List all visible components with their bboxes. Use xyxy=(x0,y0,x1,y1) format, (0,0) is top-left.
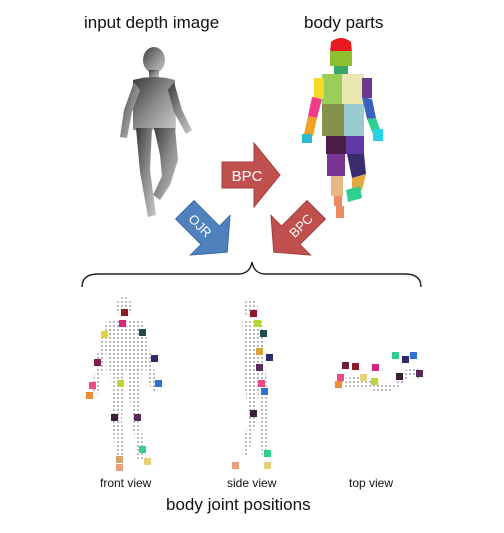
hand-right-part xyxy=(373,129,383,141)
joint-foot-back xyxy=(232,462,239,469)
top-view-cloud xyxy=(335,352,424,392)
input-depth-title: input depth image xyxy=(84,13,220,32)
joint-ankle-right xyxy=(139,446,146,453)
joint-hip xyxy=(117,380,124,387)
torso-left-part xyxy=(322,104,344,136)
shoulder-left-part xyxy=(314,78,324,98)
joint-knee-right xyxy=(134,414,141,421)
side-view-label: side view xyxy=(227,476,277,490)
joint-mid-b xyxy=(371,378,378,385)
joint-foot-front xyxy=(264,462,271,469)
curly-brace xyxy=(81,261,422,288)
depth-silhouette xyxy=(120,47,192,217)
thigh-right-part xyxy=(347,154,366,178)
joint-right-b xyxy=(402,356,409,363)
joint-wrist-left xyxy=(89,382,96,389)
chest-right-part xyxy=(342,74,364,104)
neck-part xyxy=(334,66,348,74)
joint-shoulder-right xyxy=(139,329,146,336)
top-view-label: top view xyxy=(349,476,394,490)
joint-foot-right xyxy=(144,458,151,465)
joint-shoulder xyxy=(260,330,267,337)
front-view-cloud xyxy=(86,297,162,471)
shin-left-part xyxy=(331,176,343,196)
side-view-cloud xyxy=(232,298,273,469)
hip-left-part xyxy=(326,136,346,154)
joint-shoulder-left xyxy=(101,331,108,338)
head-part xyxy=(330,51,352,66)
joint-right-e xyxy=(416,370,423,377)
joint-hand xyxy=(258,380,265,387)
upper-arm-right-part xyxy=(362,97,376,119)
joint-left-a xyxy=(342,362,349,369)
joint-knee xyxy=(250,410,257,417)
joint-neck xyxy=(254,320,261,327)
joint-left-b xyxy=(352,363,359,370)
foot-right-part xyxy=(346,186,362,202)
torso-right-part xyxy=(344,104,364,136)
body-parts-figure xyxy=(302,38,383,218)
joint-left-d xyxy=(337,374,344,381)
ankle-left-part xyxy=(334,196,342,206)
joint-head xyxy=(121,309,128,316)
joint-hand-tip xyxy=(261,388,268,395)
forearm-left-part xyxy=(304,116,317,136)
body-parts-title: body parts xyxy=(304,13,384,32)
joint-hand-left xyxy=(86,392,93,399)
head-top-part xyxy=(330,38,352,52)
joint-wrist-right xyxy=(155,380,162,387)
joint-right-a xyxy=(392,352,399,359)
joint-left-e xyxy=(335,381,342,388)
joint-elbow-left xyxy=(94,359,101,366)
joint-head xyxy=(250,310,257,317)
thigh-left-part xyxy=(327,154,345,176)
joint-elbow-right xyxy=(151,355,158,362)
joint-wrist xyxy=(266,354,273,361)
joint-knee-left xyxy=(111,414,118,421)
hand-left-part xyxy=(302,134,312,143)
upper-arm-left-part xyxy=(308,97,322,118)
joint-mid-a xyxy=(360,374,367,381)
bpc-arrow-left: BPC xyxy=(270,199,327,256)
joint-ankle xyxy=(264,450,271,457)
foot-left-part xyxy=(336,206,344,218)
bpc-arrow-right: BPC xyxy=(221,141,281,209)
joint-elbow xyxy=(256,348,263,355)
joint-right-d xyxy=(396,373,403,380)
hip-right-part xyxy=(346,136,364,154)
joint-right-c xyxy=(410,352,417,359)
bpc-arrow-right-label: BPC xyxy=(232,168,263,185)
shoulder-right-part xyxy=(362,78,372,98)
chest-left-part xyxy=(322,74,342,104)
joint-left-c xyxy=(372,364,379,371)
joint-hip xyxy=(256,364,263,371)
body-joint-positions-title: body joint positions xyxy=(166,495,311,514)
ojr-arrow: OJR xyxy=(174,199,231,256)
joint-foot-left xyxy=(116,464,123,471)
joint-ankle-left xyxy=(116,456,123,463)
front-view-label: front view xyxy=(100,476,152,490)
joint-neck xyxy=(119,320,126,327)
